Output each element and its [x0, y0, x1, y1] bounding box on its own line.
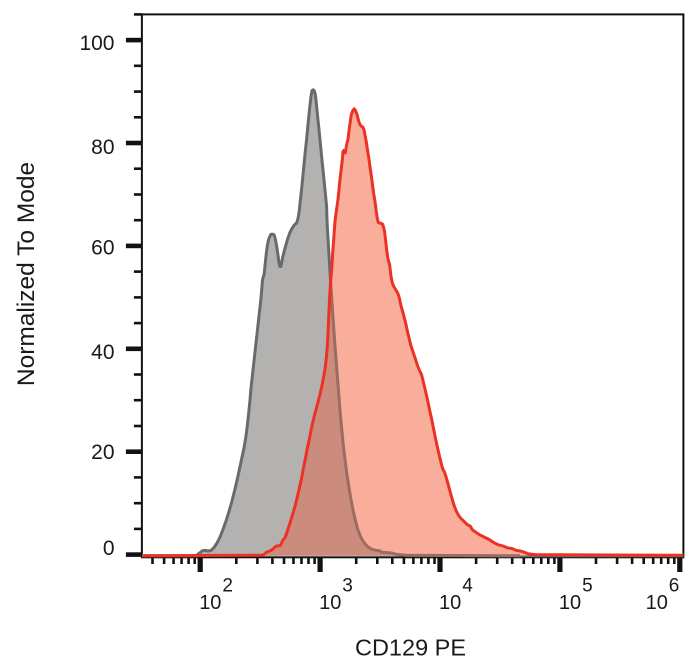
svg-text:10: 10 — [439, 592, 461, 614]
svg-text:100: 100 — [79, 32, 114, 55]
svg-text:5: 5 — [582, 575, 593, 596]
svg-text:40: 40 — [91, 341, 114, 364]
svg-text:10: 10 — [199, 592, 221, 614]
svg-text:10: 10 — [646, 592, 668, 614]
svg-text:10: 10 — [559, 592, 581, 614]
svg-text:20: 20 — [91, 441, 114, 464]
svg-text:Normalized To Mode: Normalized To Mode — [13, 162, 40, 386]
svg-text:4: 4 — [462, 575, 473, 596]
svg-text:CD129 PE: CD129 PE — [355, 635, 466, 661]
svg-text:6: 6 — [669, 575, 680, 596]
svg-text:2: 2 — [222, 575, 233, 596]
svg-text:80: 80 — [91, 136, 114, 159]
svg-text:0: 0 — [103, 537, 115, 560]
svg-text:60: 60 — [91, 237, 114, 260]
svg-text:3: 3 — [342, 575, 353, 596]
svg-text:10: 10 — [319, 592, 341, 614]
